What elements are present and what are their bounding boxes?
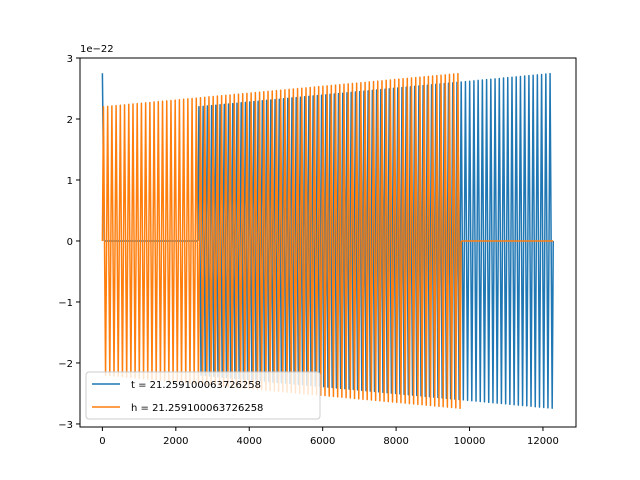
x-axis: 0 2000 4000 6000 8000 10000 12000 (99, 427, 559, 447)
y-offset-text: 1e−22 (80, 44, 114, 55)
series-layer (101, 72, 554, 410)
legend-frame (85, 371, 321, 420)
y-tick-label: −2 (58, 359, 73, 370)
legend-label-t: t = 21.259100063726258 (131, 380, 261, 391)
series-h-segment-0 (101, 72, 462, 410)
y-tick-label: −3 (58, 420, 73, 431)
legend: t = 21.259100063726258 h = 21.2591000637… (85, 371, 321, 420)
x-tick-label: 8000 (383, 436, 408, 447)
x-tick-label: 4000 (237, 436, 262, 447)
plot-frame (79, 57, 577, 428)
x-tick-label: 10000 (454, 436, 486, 447)
x-tick-label: 12000 (527, 436, 559, 447)
x-tick-label: 0 (99, 436, 105, 447)
x-tick-label: 2000 (163, 436, 188, 447)
x-tick-label: 6000 (310, 436, 335, 447)
y-tick-label: −1 (58, 298, 73, 309)
legend-label-h: h = 21.259100063726258 (131, 403, 263, 414)
y-tick-label: 0 (67, 237, 73, 248)
y-axis: −3 −2 −1 0 1 2 3 (58, 54, 80, 431)
y-tick-label: 2 (67, 115, 73, 126)
y-tick-label: 1 (67, 176, 73, 187)
y-tick-label: 3 (67, 54, 73, 65)
